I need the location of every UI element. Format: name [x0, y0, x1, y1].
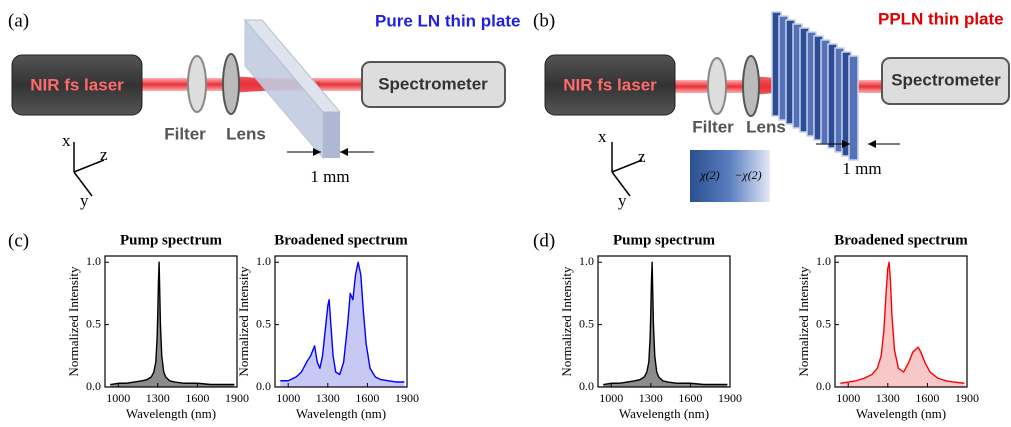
filter — [707, 57, 727, 115]
spectrometer — [361, 61, 506, 108]
arrow-head — [842, 140, 850, 148]
y-tick-label: 0.5 — [816, 316, 831, 330]
spectrum-line — [110, 261, 235, 386]
y-tick-label: 0.0 — [256, 379, 271, 393]
y-axis-label: Normalized Intensity — [796, 266, 811, 377]
panel-label: (b) — [533, 10, 555, 31]
filter-label: Filter — [692, 117, 734, 136]
plate-label: Pure LN thin plate — [375, 11, 520, 30]
y-tick-label: 0.5 — [256, 316, 271, 330]
arrow-head — [868, 140, 876, 148]
arrow-head — [340, 148, 348, 156]
spectrum-line — [840, 261, 965, 384]
chi-neg: −χ(2) — [734, 168, 761, 182]
plot-frame — [274, 255, 408, 388]
spectrometer-label: Spectrometer — [891, 70, 1001, 89]
arrow-head — [313, 148, 321, 156]
spectrometer — [881, 57, 1010, 105]
x-tick-label: 1600 — [355, 391, 379, 405]
x-tick-label: 1900 — [395, 391, 419, 405]
lens — [222, 53, 240, 115]
domain-layer — [848, 55, 859, 161]
spectrum-line — [280, 261, 405, 383]
y-axis-label: Normalized Intensity — [236, 266, 251, 377]
panel-label: (c) — [8, 230, 29, 251]
x-tick-label: 1000 — [276, 391, 300, 405]
spectrometer-label: Spectrometer — [378, 74, 488, 93]
spectrum-area — [840, 262, 965, 387]
spectrum-line — [603, 261, 728, 386]
plot-frame — [597, 255, 731, 388]
laser-label: NIR fs laser — [563, 75, 657, 94]
thickness-label: 1 mm — [310, 167, 349, 186]
axis-y: y — [80, 191, 89, 210]
ppln-plate — [771, 11, 859, 161]
y-tick-label: 0.5 — [86, 316, 101, 330]
chart-title: Broadened spectrum — [834, 232, 968, 248]
chart-title: Pump spectrum — [613, 232, 716, 248]
spectrum-area — [603, 262, 728, 387]
x-tick-label: 1300 — [876, 391, 900, 405]
y-tick-label: 0.0 — [86, 379, 101, 393]
lens-label: Lens — [226, 124, 266, 143]
axis-z: z — [638, 147, 646, 166]
panel-b: (b) NIR fs laser Spectrometer PPLN thin … — [533, 9, 1010, 210]
y-tick-label: 0.0 — [816, 379, 831, 393]
y-axis-label: Normalized Intensity — [66, 266, 81, 377]
chart-title: Pump spectrum — [120, 232, 223, 248]
x-tick-label: 1000 — [599, 391, 623, 405]
chi-pos: χ(2) — [699, 168, 719, 182]
laser-label: NIR fs laser — [30, 75, 124, 94]
plate-label: PPLN thin plate — [878, 9, 1004, 28]
y-axis-label: Normalized Intensity — [559, 266, 574, 377]
y-tick-label: 0.0 — [579, 379, 594, 393]
x-tick-label: 1600 — [185, 391, 209, 405]
lens-label: Lens — [746, 117, 786, 136]
y-tick-label: 1.0 — [579, 254, 594, 268]
x-tick-label: 1300 — [316, 391, 340, 405]
laser — [11, 54, 143, 116]
x-tick-label: 1900 — [225, 391, 249, 405]
x-axis-label: Wavelength (nm) — [296, 406, 386, 421]
x-tick-label: 1900 — [955, 391, 979, 405]
spectrum-area — [110, 262, 235, 387]
x-tick-label: 1600 — [678, 391, 702, 405]
x-axis-label: Wavelength (nm) — [126, 406, 216, 421]
x-tick-label: 1300 — [639, 391, 663, 405]
y-tick-label: 1.0 — [816, 254, 831, 268]
axis-x: x — [598, 127, 607, 146]
filter-label: Filter — [164, 124, 206, 143]
x-tick-label: 1900 — [718, 391, 742, 405]
x-tick-label: 1000 — [836, 391, 860, 405]
plate-edge — [323, 112, 340, 158]
panel-label: (d) — [533, 230, 555, 251]
x-tick-label: 1000 — [106, 391, 130, 405]
coordinate-axes — [611, 142, 643, 197]
plot-frame — [104, 255, 238, 388]
filter — [187, 55, 207, 113]
axis-x: x — [62, 131, 71, 150]
y-tick-label: 1.0 — [86, 254, 101, 268]
coordinate-axes — [73, 142, 105, 197]
x-tick-label: 1300 — [146, 391, 170, 405]
axis-y: y — [618, 191, 627, 210]
x-tick-label: 1600 — [915, 391, 939, 405]
thickness-label: 1 mm — [842, 159, 881, 178]
y-tick-label: 1.0 — [256, 254, 271, 268]
panel-label: (a) — [8, 10, 29, 31]
axis-z: z — [100, 145, 108, 164]
x-axis-label: Wavelength (nm) — [856, 406, 946, 421]
lens — [742, 55, 760, 117]
domain-box — [690, 150, 770, 202]
x-axis-label: Wavelength (nm) — [619, 406, 709, 421]
laser — [544, 54, 676, 116]
panel-a: (a) NIR fs laser Spectrometer Pure LN th… — [8, 10, 520, 210]
chart-title: Broadened spectrum — [274, 232, 408, 248]
plot-frame — [834, 255, 968, 388]
y-tick-label: 0.5 — [579, 316, 594, 330]
